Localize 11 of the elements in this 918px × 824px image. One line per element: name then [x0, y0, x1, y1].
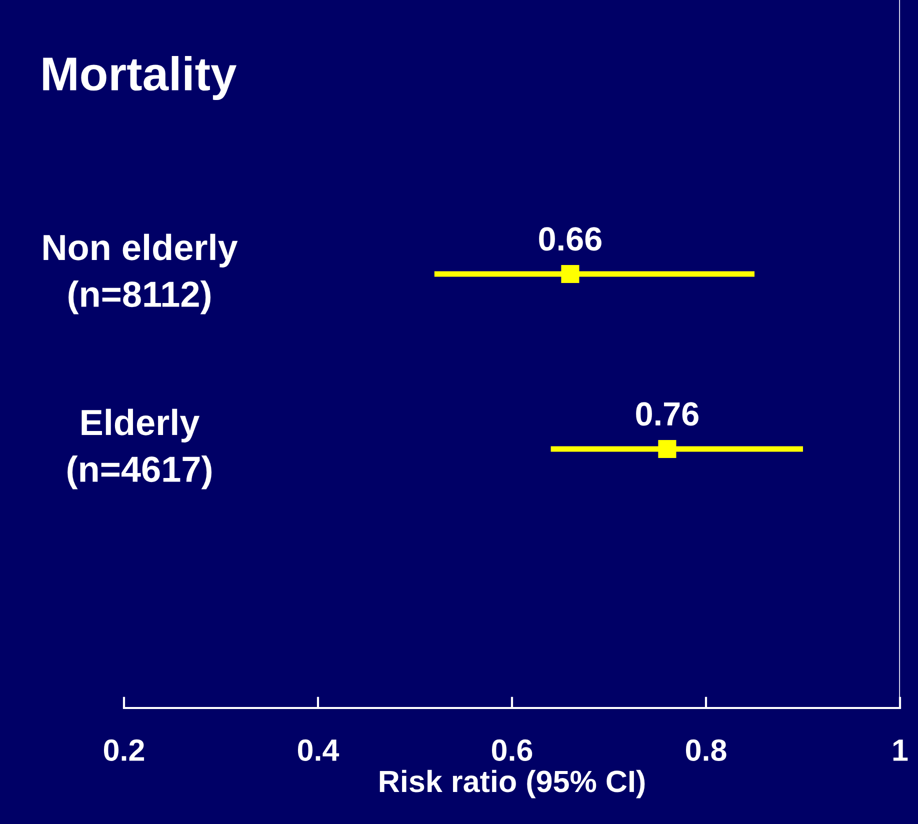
- data-label: 0.76: [636, 402, 698, 426]
- x-tick-label: 0.4: [298, 739, 340, 761]
- x-tick-label: 0.6: [492, 739, 532, 761]
- x-tick-label: 0.2: [104, 739, 144, 761]
- x-tick-label: 1: [893, 740, 908, 761]
- data-label: 0.66: [539, 227, 602, 251]
- x-tick-label: 0.8: [686, 739, 726, 761]
- chart-title: Mortality: [43, 56, 237, 100]
- y-tick-label: Non elderly (n=8112): [44, 234, 238, 314]
- y-tick-label: Elderly (n=4617): [68, 408, 212, 490]
- x-axis-title: Risk ratio (95% CI): [380, 770, 645, 798]
